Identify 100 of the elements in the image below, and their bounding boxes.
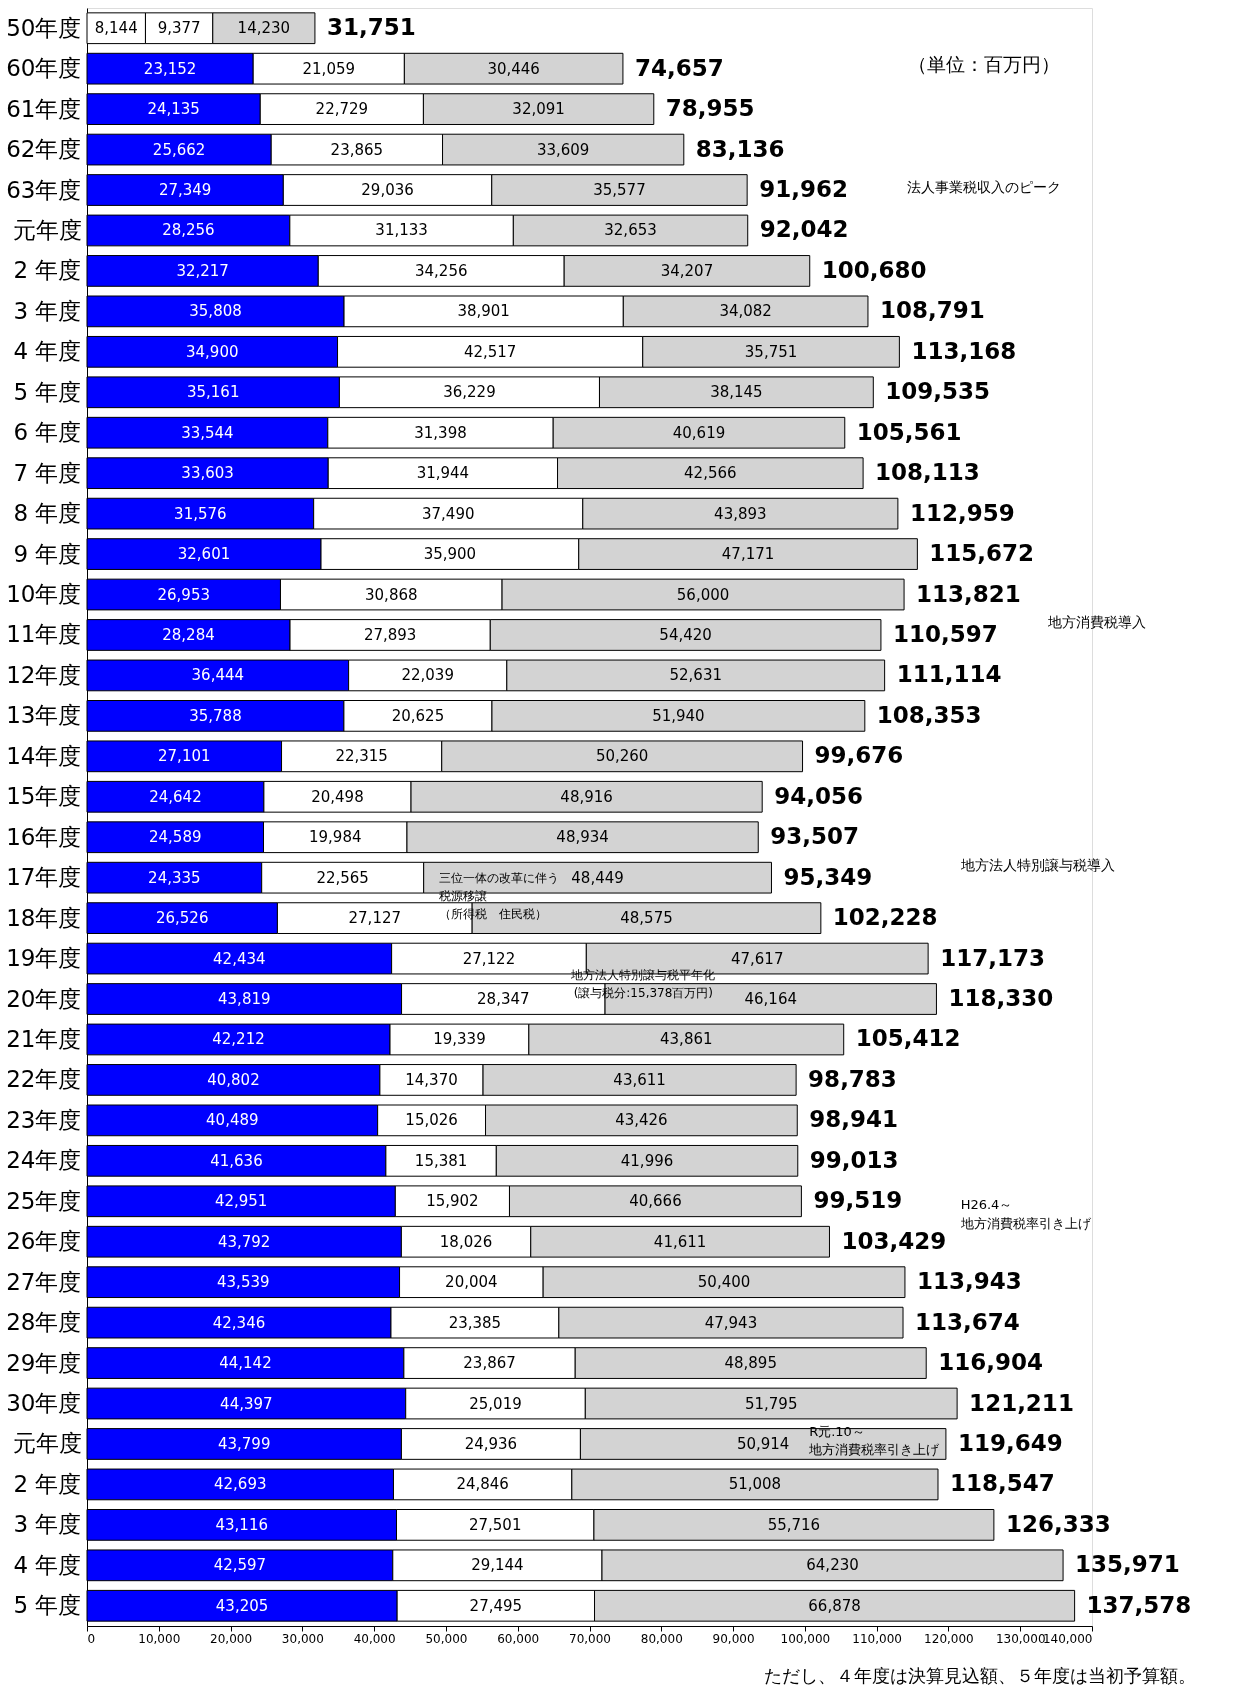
data-label: 40,619 — [672, 423, 726, 442]
total-label: 135,971 — [1075, 1551, 1180, 1578]
x-tick-label: 100,000 — [780, 1631, 831, 1646]
y-tick-label: 61年度 — [6, 95, 82, 122]
total-label: 98,783 — [808, 1065, 897, 1092]
data-label: 54,420 — [659, 625, 712, 644]
total-label: 118,330 — [948, 985, 1054, 1012]
data-label: 32,653 — [604, 221, 657, 240]
data-label: 66,878 — [808, 1596, 861, 1615]
data-label: 23,385 — [448, 1313, 502, 1332]
data-label: 24,642 — [149, 787, 202, 806]
data-label: 43,799 — [217, 1434, 271, 1453]
total-label: 98,941 — [809, 1106, 899, 1133]
y-tick-label: 27年度 — [6, 1268, 82, 1295]
y-tick-label: 28年度 — [6, 1309, 82, 1336]
data-label: 27,349 — [158, 181, 212, 200]
data-label: 48,449 — [571, 868, 624, 887]
total-label: 113,821 — [916, 580, 1021, 607]
data-label: 23,865 — [330, 140, 384, 159]
data-label: 34,082 — [719, 302, 772, 321]
data-label: 24,335 — [148, 868, 201, 887]
data-label: 32,091 — [512, 100, 565, 119]
total-label: 91,962 — [759, 176, 848, 203]
data-label: 27,127 — [348, 909, 402, 928]
data-label: 55,716 — [767, 1515, 821, 1534]
annotation: H26.4～ — [960, 1197, 1013, 1213]
annotation: 地方消費税率引き上げ — [808, 1442, 941, 1458]
y-tick-label: 26年度 — [6, 1228, 82, 1255]
annotation: 地方消費税導入 — [1047, 613, 1147, 630]
data-label: 42,434 — [213, 949, 266, 968]
data-label: 21,059 — [302, 59, 356, 78]
data-label: 26,526 — [155, 909, 209, 928]
data-label: 40,666 — [629, 1192, 682, 1211]
data-label: 43,426 — [615, 1111, 668, 1130]
data-label: 50,914 — [736, 1434, 790, 1453]
y-tick-label: 4 年度 — [13, 1551, 82, 1578]
y-tick-label: 19年度 — [6, 945, 82, 972]
total-label: 116,904 — [938, 1349, 1043, 1376]
y-tick-label: 6 年度 — [13, 419, 82, 446]
x-tick-label: 20,000 — [210, 1631, 253, 1646]
data-label: 23,152 — [143, 59, 197, 78]
total-label: 115,672 — [929, 540, 1035, 567]
x-tick-label: 90,000 — [712, 1631, 755, 1646]
data-label: 20,625 — [391, 706, 445, 725]
data-label: 43,861 — [660, 1030, 713, 1049]
data-label: 32,217 — [176, 261, 229, 280]
total-label: 74,657 — [634, 54, 724, 81]
annotation: 税源移譲 — [438, 888, 487, 903]
data-label: 24,135 — [147, 100, 200, 119]
data-label: 41,636 — [210, 1151, 263, 1170]
data-label: 27,101 — [158, 747, 211, 766]
data-label: 41,996 — [620, 1151, 674, 1170]
data-label: 15,902 — [426, 1192, 479, 1211]
data-label: 42,566 — [684, 464, 737, 483]
data-label: 30,446 — [487, 59, 540, 78]
data-label: 35,788 — [189, 706, 242, 725]
data-label: 50,400 — [697, 1273, 751, 1292]
data-label: 15,381 — [414, 1151, 468, 1170]
data-label: 48,916 — [560, 787, 613, 806]
total-label: 110,597 — [892, 620, 998, 647]
data-label: 23,867 — [463, 1354, 516, 1373]
data-label: 43,611 — [613, 1070, 666, 1089]
data-label: 47,171 — [721, 545, 775, 564]
data-label: 24,936 — [464, 1434, 518, 1453]
data-label: 14,370 — [405, 1070, 458, 1089]
data-label: 30,868 — [365, 585, 418, 604]
y-tick-label: 5 年度 — [13, 378, 82, 405]
data-label: 44,397 — [220, 1394, 273, 1413]
total-label: 99,676 — [814, 742, 904, 769]
data-label: 25,019 — [469, 1394, 522, 1413]
y-tick-label: 8 年度 — [13, 500, 82, 527]
data-label: 33,609 — [536, 140, 590, 159]
x-tick-label: 0 — [87, 1631, 96, 1646]
data-label: 27,122 — [462, 949, 516, 968]
data-label: 43,205 — [215, 1596, 269, 1615]
data-label: 50,260 — [595, 747, 649, 766]
data-label: 27,495 — [469, 1596, 523, 1615]
data-label: 34,900 — [186, 342, 239, 361]
data-label: 24,589 — [149, 828, 202, 847]
total-label: 108,353 — [876, 701, 982, 728]
y-tick-label: 60年度 — [6, 55, 82, 82]
x-tick-label: 130,000 — [995, 1631, 1046, 1646]
data-label: 56,000 — [676, 585, 730, 604]
total-label: 92,042 — [759, 216, 849, 243]
total-label: 105,412 — [855, 1025, 961, 1052]
data-label: 48,934 — [556, 828, 609, 847]
data-label: 42,597 — [213, 1556, 267, 1575]
total-label: 126,333 — [1005, 1510, 1111, 1537]
y-tick-label: 12年度 — [6, 661, 82, 688]
x-tick-label: 120,000 — [924, 1631, 974, 1646]
y-tick-label: 22年度 — [6, 1066, 82, 1093]
total-label: 95,349 — [783, 863, 873, 890]
data-label: 29,036 — [361, 181, 414, 200]
data-label: 43,539 — [217, 1273, 270, 1292]
data-label: 38,901 — [457, 302, 510, 321]
total-label: 93,507 — [770, 823, 860, 850]
data-label: 29,144 — [471, 1556, 524, 1575]
data-label: 51,008 — [728, 1475, 782, 1494]
y-tick-label: 元年度 — [12, 1430, 82, 1457]
data-label: 27,893 — [363, 625, 417, 644]
